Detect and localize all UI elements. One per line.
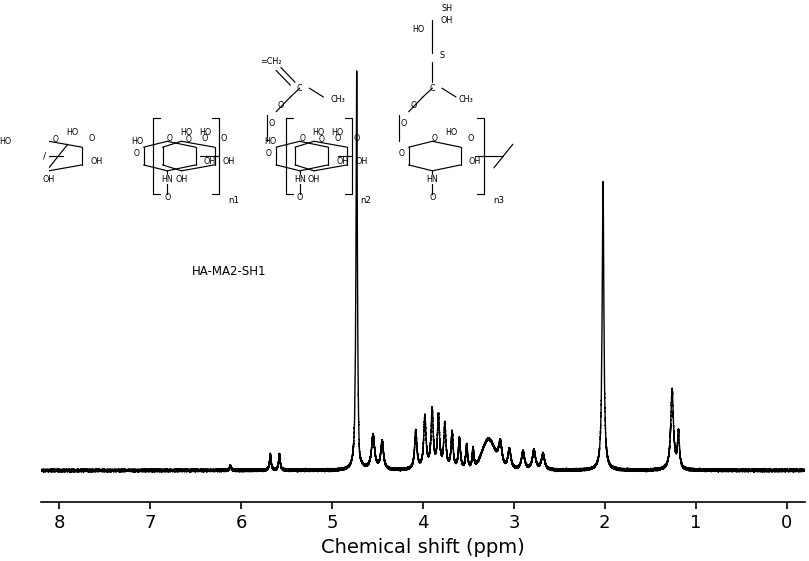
X-axis label: Chemical shift (ppm): Chemical shift (ppm) — [321, 538, 525, 557]
